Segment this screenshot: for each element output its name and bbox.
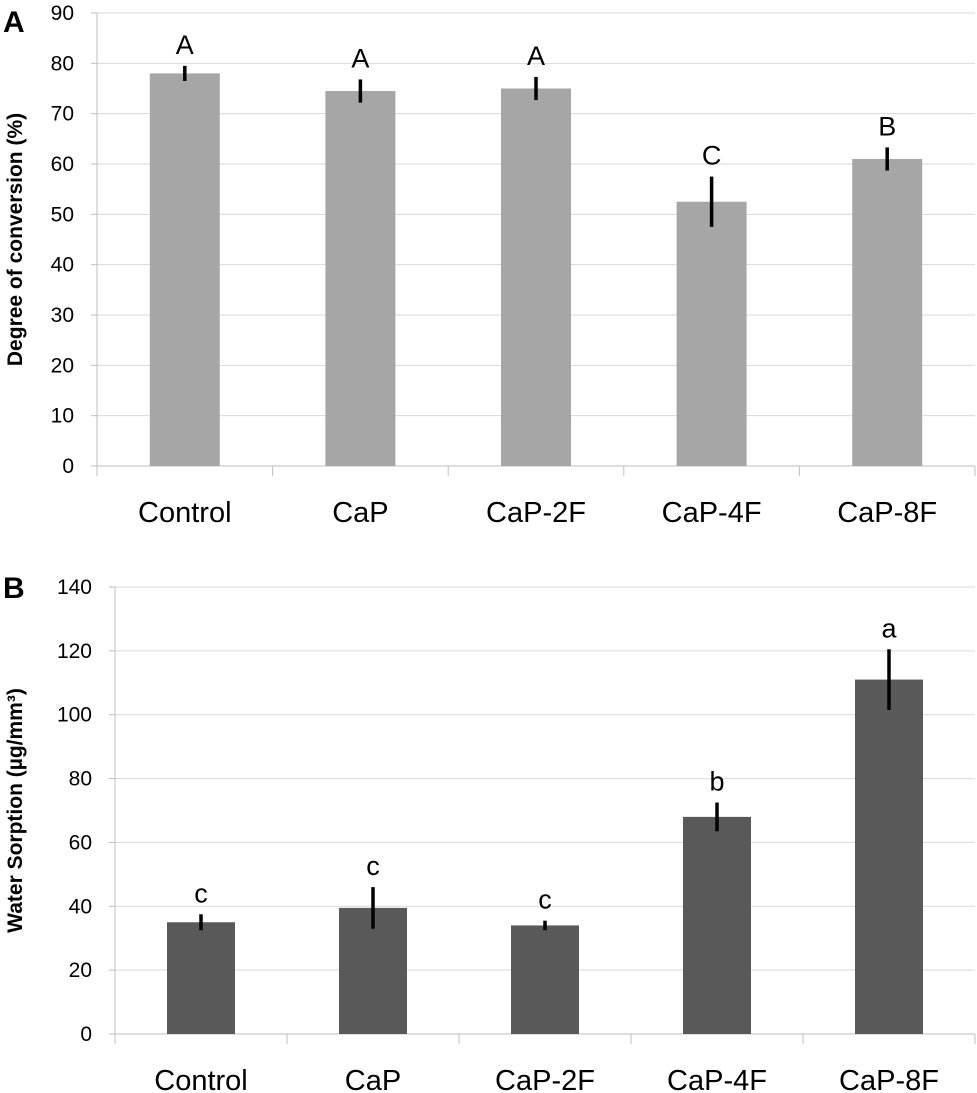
x-tick-label: Control [154,1065,248,1093]
bar [855,679,923,1034]
y-tick-label: 80 [51,52,74,75]
y-tick-label: 30 [51,304,74,327]
y-axis-label: Degree of conversion (%) [4,113,27,366]
significance-label: B [878,111,896,141]
y-tick-label: 50 [51,203,74,226]
x-tick-label: Control [138,497,232,529]
x-tick-label: CaP-4F [667,1065,767,1093]
bar [511,925,579,1034]
x-tick-label: CaP [345,1065,401,1093]
y-tick-label: 80 [69,768,92,791]
y-tick-label: 40 [51,254,74,277]
x-tick-label: CaP-8F [837,497,937,529]
bar [149,73,220,467]
significance-label: c [366,851,380,881]
panel-label: A [3,6,25,39]
y-tick-label: 90 [51,2,74,25]
x-tick-label: CaP [332,497,388,529]
y-tick-label: 140 [57,576,92,599]
y-tick-label: 20 [69,959,92,982]
y-tick-label: 0 [62,455,74,478]
significance-label: C [702,141,722,171]
y-tick-label: 0 [80,1023,92,1046]
panel-a: A 0 10 20 30 40 50 60 70 80 90 Degree of conversion… [3,2,976,529]
y-tick-label: 40 [69,895,92,918]
x-tick-label: CaP-4F [662,497,762,529]
panel-b: B 0 20 40 60 80 100 120 140 Water Sorption (µg/mm… [3,572,976,1093]
y-tick-label: 20 [51,354,74,377]
significance-label: A [351,43,369,73]
y-tick-label: 100 [57,704,92,727]
significance-label: A [176,30,194,60]
bar [683,816,751,1034]
bar [501,88,571,466]
bar [167,922,235,1034]
significance-label: c [538,885,552,915]
significance-label: c [194,878,208,908]
y-tick-label: 10 [51,405,74,428]
x-tick-label: CaP-2F [495,1065,595,1093]
y-tick-label: 60 [51,153,74,176]
y-tick-label: 120 [57,640,92,663]
bar [339,907,407,1034]
x-tick-label: CaP-8F [839,1065,939,1093]
bar [852,158,923,466]
significance-label: b [709,767,724,797]
bar [676,201,747,466]
significance-label: a [881,613,897,643]
x-tick-label: CaP-2F [486,497,586,529]
y-tick-label: 60 [69,831,92,854]
panel-label: B [3,572,25,605]
significance-label: A [527,41,545,71]
y-tick-label: 70 [51,103,74,126]
y-axis-label: Water Sorption (µg/mm³) [4,688,27,933]
bar [325,91,396,467]
